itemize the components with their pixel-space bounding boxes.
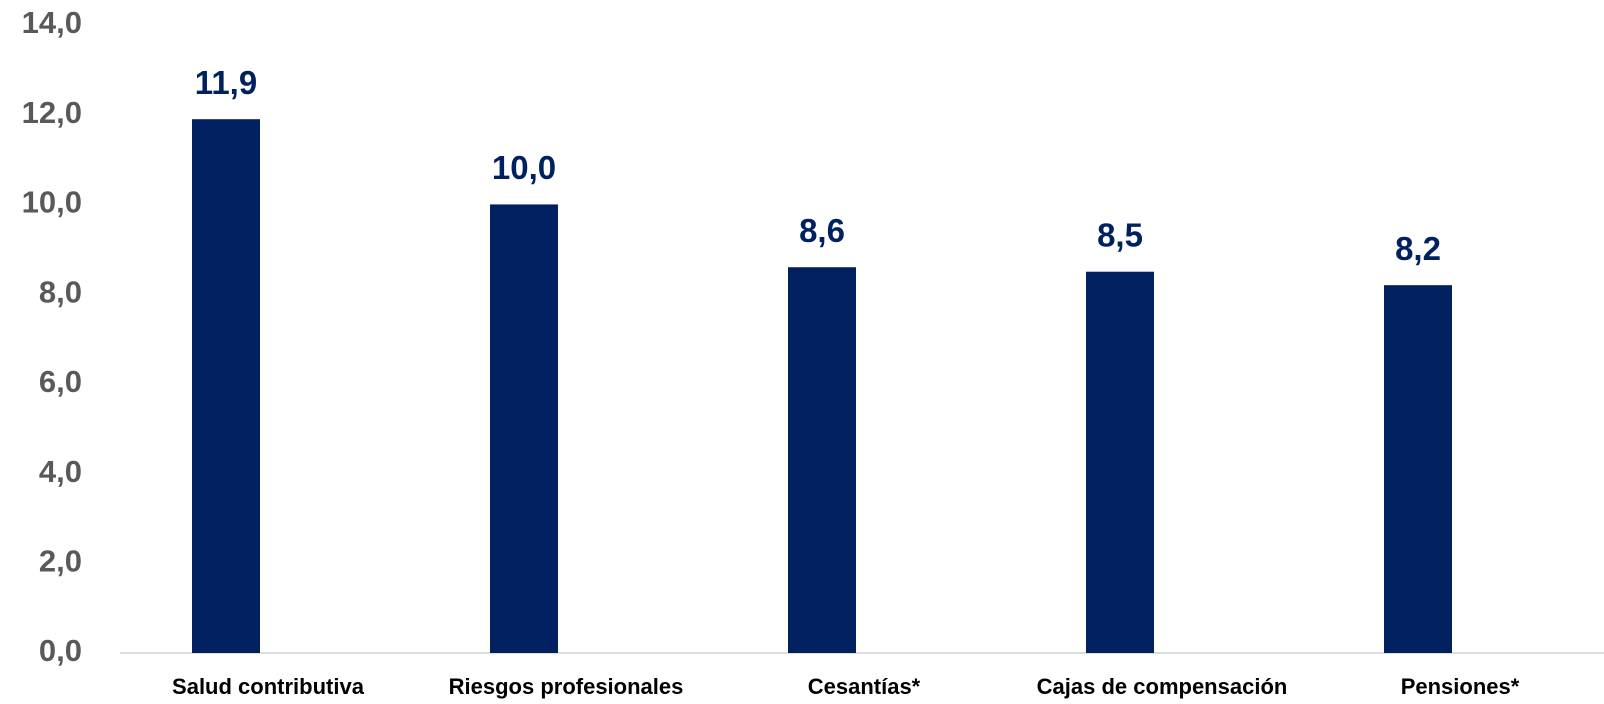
bar [1086,271,1154,653]
y-tick-label: 8,0 [39,274,82,309]
y-tick-label: 2,0 [39,543,82,578]
y-tick-label: 6,0 [39,364,82,399]
bar [788,267,856,653]
bar [490,204,558,653]
x-tick-label: Cajas de compensación [1037,674,1288,699]
y-tick-label: 14,0 [22,5,82,40]
value-label: 8,5 [1097,216,1143,253]
bar [192,119,260,653]
value-label: 8,2 [1395,230,1441,267]
value-label: 8,6 [799,212,845,249]
y-tick-label: 0,0 [39,633,82,668]
x-tick-label: Riesgos profesionales [449,674,684,699]
bar [1384,285,1452,653]
y-tick-label: 12,0 [22,95,82,130]
value-label: 10,0 [492,149,556,186]
x-tick-label: Salud contributiva [172,674,365,699]
x-tick-label: Pensiones* [1401,674,1520,699]
x-tick-label: Cesantías* [808,674,921,699]
y-tick-label: 4,0 [39,454,82,489]
value-label: 11,9 [195,64,257,101]
y-tick-label: 10,0 [22,185,82,220]
